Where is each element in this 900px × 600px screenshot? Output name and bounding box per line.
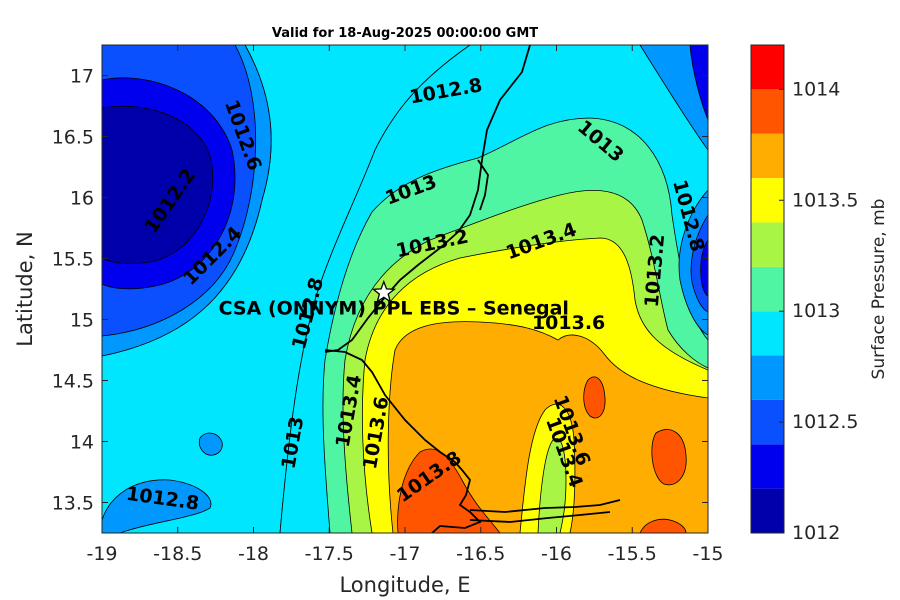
river-north — [477, 159, 489, 211]
colorbar-tick-label: 1013 — [792, 300, 840, 322]
pressure-field — [102, 45, 708, 533]
x-tick-label: -17 — [389, 543, 420, 565]
blob-1013-8-corner — [639, 518, 687, 533]
x-tick-label: -16 — [541, 543, 572, 565]
y-tick-label: 14 — [70, 432, 94, 454]
x-tick-label: -16.5 — [456, 543, 505, 565]
colorbar-swatch — [751, 133, 784, 179]
colorbar-frame — [750, 44, 785, 534]
site-star-marker — [371, 279, 397, 304]
x-tick-label: -15 — [692, 543, 723, 565]
colorbar-swatch — [751, 178, 784, 223]
x-tick-label: -18 — [238, 543, 269, 565]
mauritania-senegal-border — [324, 45, 531, 353]
colorbar-tick-label: 1012.5 — [792, 411, 858, 433]
colorbar-label: Surface Pressure, mb — [869, 199, 889, 380]
colorbar-tick-label: 1012 — [792, 522, 840, 544]
y-tick-label: 15 — [70, 310, 94, 332]
y-tick-label: 16 — [70, 188, 94, 210]
y-tick-label: 15.5 — [52, 249, 94, 271]
pocket-east-low-core — [700, 239, 708, 297]
y-tick-label: 17 — [70, 66, 94, 88]
colorbar-tick-label: 1013.5 — [792, 189, 858, 211]
colorbar-swatch — [751, 399, 784, 445]
pocket-southwest-low — [102, 479, 212, 533]
x-tick-label: -17.5 — [305, 543, 354, 565]
colorbar-swatch — [751, 311, 784, 356]
colorbar-tick-labels: 1012 1012.5 1013 1013.5 1014 — [779, 78, 858, 544]
colorbar-swatch — [751, 488, 784, 533]
contour-label: 1013.6 — [532, 312, 605, 334]
site-label: CSA (ONNYM) PPL EBS – Senegal — [219, 298, 569, 320]
y-tick-label: 13.5 — [52, 493, 94, 515]
coastline-border — [324, 45, 621, 533]
colorbar-swatch — [751, 89, 784, 134]
blob-1013-8-centre — [583, 376, 606, 419]
colorbar-swatch — [751, 355, 784, 400]
y-tick-labels: 13.5 14 14.5 15 15.5 16 16.5 17 — [52, 66, 708, 515]
x-tick-label: -15.5 — [608, 543, 657, 565]
colorbar-tick-label: 1014 — [792, 78, 840, 100]
y-tick-label: 14.5 — [52, 371, 94, 393]
dip-1013-4 — [537, 437, 567, 533]
atlantic-coastline — [324, 349, 482, 533]
x-tick-label: -18.5 — [153, 543, 202, 565]
chart-title: Valid for 18-Aug-2025 00:00:00 GMT — [272, 26, 538, 41]
band-1012-0 — [102, 105, 214, 265]
blob-1013-8-east — [651, 429, 687, 486]
colorbar-swatch — [751, 444, 784, 489]
gambia-river-border — [469, 499, 621, 523]
colorbar-swatch — [751, 222, 784, 267]
y-tick-label: 16.5 — [52, 127, 94, 149]
x-tick-labels: -19 -18.5 -18 -17.5 -17 -16.5 -16 -15.5 -15 — [86, 45, 724, 565]
colorbar-swatch — [751, 45, 784, 90]
colorbar-swatch — [751, 266, 784, 312]
site-annotation-layer: CSA (ONNYM) PPL EBS – Senegal — [219, 279, 569, 320]
x-tick-label: -19 — [86, 543, 117, 565]
colorbar — [750, 44, 785, 534]
x-axis-label: Longitude, E — [339, 573, 470, 597]
pocket-south-low — [198, 432, 223, 456]
y-axis-label: Latitude, N — [13, 231, 37, 347]
